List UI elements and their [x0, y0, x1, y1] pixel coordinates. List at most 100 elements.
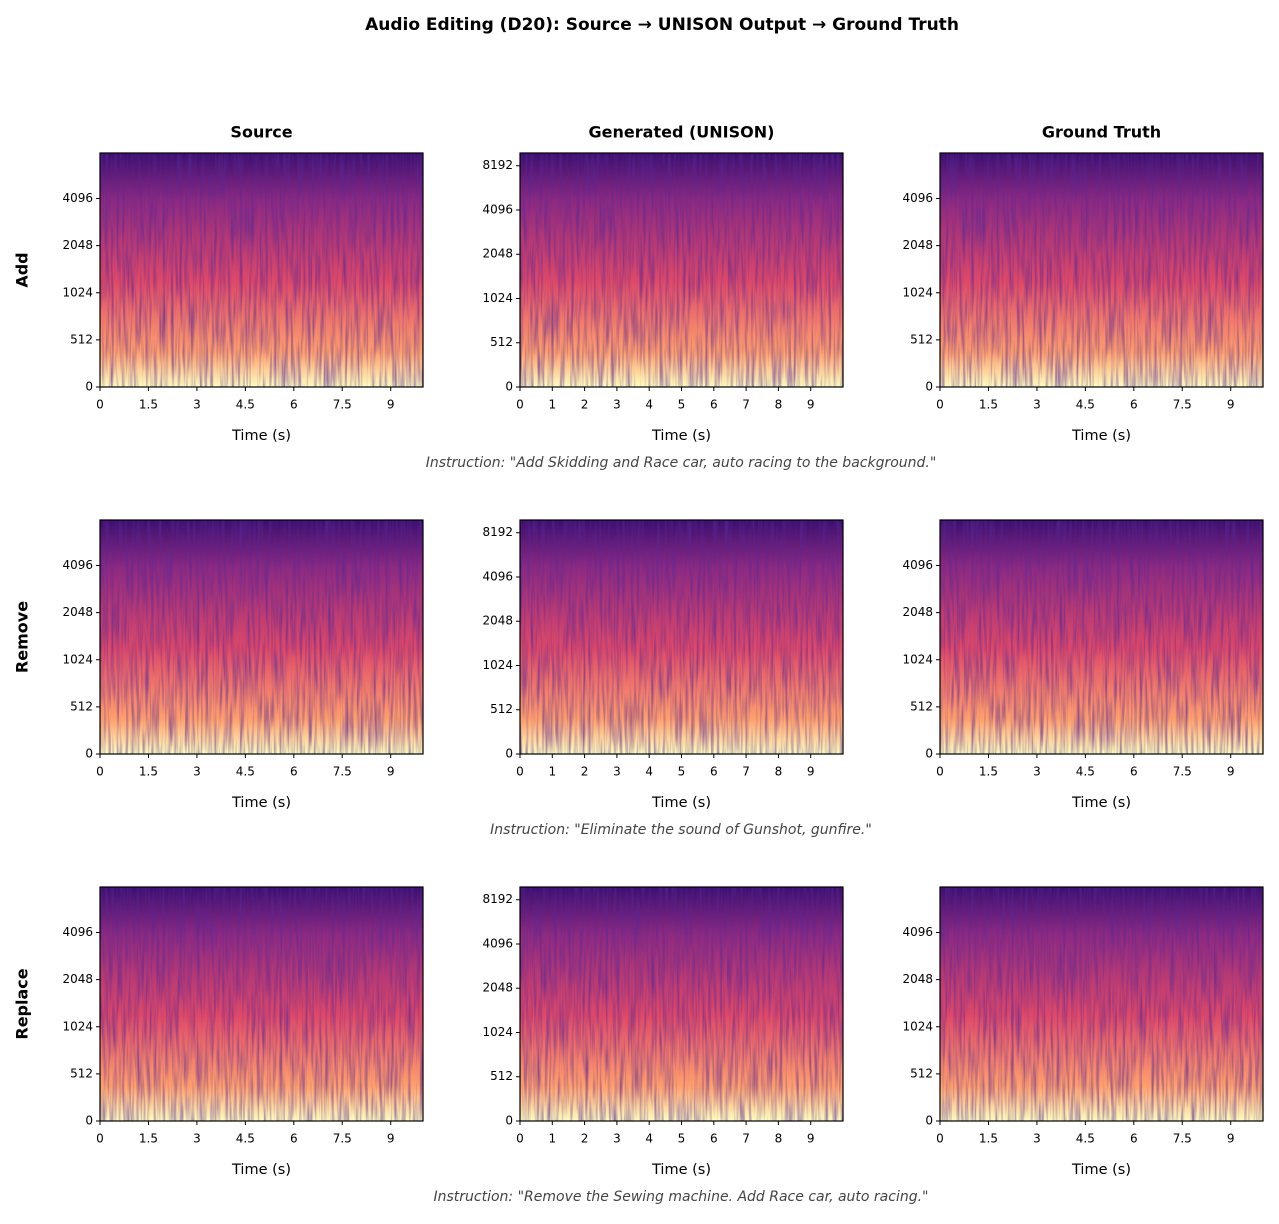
- x-tick-label: 9: [1227, 1132, 1235, 1146]
- x-tick-label: 9: [387, 765, 395, 779]
- y-tick-label: 0: [505, 747, 513, 761]
- x-tick-label: 0: [936, 1132, 944, 1146]
- x-tick-label: 0: [516, 1132, 524, 1146]
- x-axis-label: Time (s): [231, 795, 291, 811]
- x-tick-label: 0: [96, 1132, 104, 1146]
- x-tick-label: 6: [290, 398, 298, 412]
- x-tick-label: 4: [645, 398, 653, 412]
- row-label: Replace: [13, 968, 32, 1039]
- y-tick-label: 512: [910, 699, 933, 713]
- y-tick-label: 2048: [482, 614, 513, 628]
- y-tick-label: 0: [925, 747, 933, 761]
- spectrogram-texture: [940, 887, 1263, 1121]
- x-tick-label: 4: [645, 1132, 653, 1146]
- y-tick-label: 1024: [62, 285, 93, 299]
- x-tick-label: 7.5: [333, 398, 352, 412]
- y-tick-label: 1024: [902, 652, 933, 666]
- spectrogram-texture: [100, 887, 423, 1121]
- x-tick-label: 9: [807, 398, 815, 412]
- y-tick-label: 4096: [902, 558, 933, 572]
- y-tick-label: 1024: [482, 1025, 513, 1039]
- x-tick-label: 9: [387, 1132, 395, 1146]
- x-tick-label: 7.5: [1173, 765, 1192, 779]
- y-tick-label: 1024: [902, 1019, 933, 1033]
- x-tick-label: 6: [1130, 398, 1138, 412]
- x-tick-label: 6: [710, 398, 718, 412]
- y-tick-label: 512: [910, 1066, 933, 1080]
- y-tick-label: 2048: [62, 238, 93, 252]
- x-tick-label: 6: [1130, 765, 1138, 779]
- y-tick-label: 512: [910, 332, 933, 346]
- x-tick-label: 6: [290, 1132, 298, 1146]
- panel-title: Ground Truth: [1042, 123, 1161, 142]
- axes-frame: [99, 152, 424, 388]
- figure-title: Audio Editing (D20): Source → UNISON Out…: [365, 15, 959, 35]
- y-tick-label: 2048: [902, 972, 933, 986]
- x-tick-label: 4.5: [1076, 765, 1095, 779]
- x-tick-label: 1.5: [139, 765, 158, 779]
- x-tick-label: 3: [1033, 765, 1041, 779]
- y-tick-label: 1024: [482, 658, 513, 672]
- x-tick-label: 4.5: [236, 765, 255, 779]
- x-axis-label: Time (s): [1071, 1162, 1131, 1178]
- y-tick-label: 4096: [482, 569, 513, 583]
- row-label: Add: [13, 252, 32, 287]
- y-tick-label: 8192: [482, 158, 513, 172]
- x-axis-label: Time (s): [231, 428, 291, 444]
- x-tick-label: 1: [548, 765, 556, 779]
- y-tick-label: 0: [505, 1114, 513, 1128]
- x-tick-label: 7: [742, 1132, 750, 1146]
- y-tick-label: 4096: [482, 936, 513, 950]
- panel-title: Source: [230, 123, 292, 142]
- y-tick-label: 4096: [62, 191, 93, 205]
- x-axis-label: Time (s): [1071, 795, 1131, 811]
- spectrogram-texture: [100, 153, 423, 387]
- y-tick-label: 2048: [482, 981, 513, 995]
- x-tick-label: 7.5: [1173, 398, 1192, 412]
- x-tick-label: 7.5: [1173, 1132, 1192, 1146]
- x-tick-label: 1.5: [979, 1132, 998, 1146]
- x-tick-label: 9: [387, 398, 395, 412]
- x-tick-label: 6: [710, 765, 718, 779]
- x-tick-label: 1: [548, 1132, 556, 1146]
- y-tick-label: 0: [925, 380, 933, 394]
- axes-frame: [939, 152, 1264, 388]
- x-tick-label: 4.5: [236, 1132, 255, 1146]
- y-tick-label: 0: [85, 1114, 93, 1128]
- x-tick-label: 0: [936, 765, 944, 779]
- y-tick-label: 8192: [482, 892, 513, 906]
- x-tick-label: 1: [548, 398, 556, 412]
- x-tick-label: 4.5: [1076, 1132, 1095, 1146]
- y-tick-label: 2048: [62, 972, 93, 986]
- panel-title: Generated (UNISON): [589, 123, 775, 142]
- x-tick-label: 2: [581, 1132, 589, 1146]
- y-tick-label: 0: [85, 747, 93, 761]
- spectrogram-texture: [940, 153, 1263, 387]
- x-tick-label: 0: [516, 765, 524, 779]
- x-axis-label: Time (s): [651, 795, 711, 811]
- y-tick-label: 512: [70, 699, 93, 713]
- y-tick-label: 512: [490, 702, 513, 716]
- x-tick-label: 9: [1227, 398, 1235, 412]
- x-tick-label: 7: [742, 765, 750, 779]
- spectrogram-texture: [940, 520, 1263, 754]
- y-tick-label: 1024: [62, 1019, 93, 1033]
- x-tick-label: 3: [613, 765, 621, 779]
- row-label: Remove: [13, 601, 32, 673]
- spectrogram-texture: [520, 520, 843, 754]
- x-tick-label: 4.5: [236, 398, 255, 412]
- x-tick-label: 3: [193, 1132, 201, 1146]
- x-tick-label: 8: [775, 765, 783, 779]
- y-tick-label: 4096: [62, 925, 93, 939]
- x-tick-label: 3: [193, 398, 201, 412]
- y-tick-label: 2048: [62, 605, 93, 619]
- x-tick-label: 3: [613, 398, 621, 412]
- x-tick-label: 3: [1033, 1132, 1041, 1146]
- y-tick-label: 512: [490, 335, 513, 349]
- x-tick-label: 5: [678, 1132, 686, 1146]
- y-tick-label: 1024: [482, 291, 513, 305]
- y-tick-label: 4096: [482, 202, 513, 216]
- instruction: Instruction: "Add Skidding and Race car,…: [426, 455, 937, 471]
- y-tick-label: 2048: [902, 238, 933, 252]
